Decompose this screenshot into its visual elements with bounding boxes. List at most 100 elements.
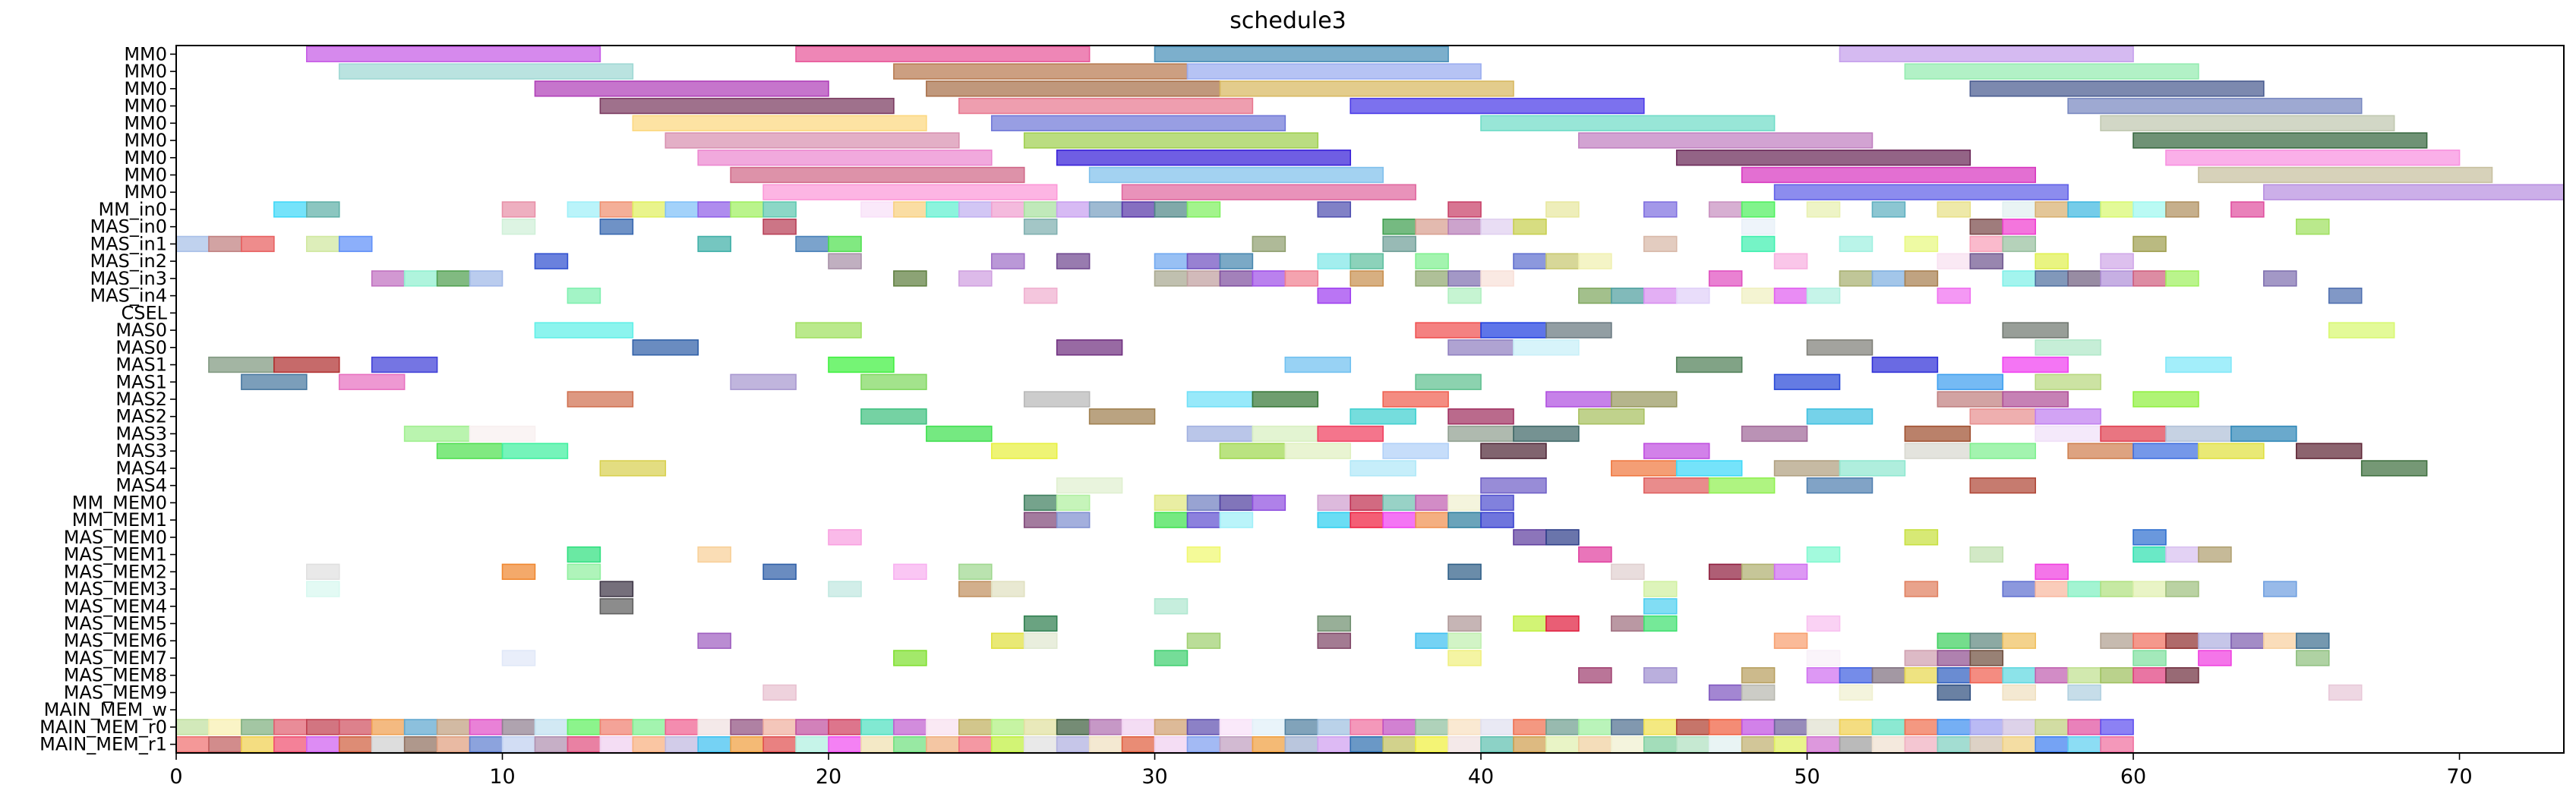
task-bar: [338, 235, 373, 253]
task-bar: [1969, 235, 2004, 253]
task-bar: [730, 719, 764, 735]
task-bar: [469, 735, 504, 753]
task-bar: [893, 201, 927, 218]
task-bar: [2100, 735, 2134, 753]
task-bar: [1023, 287, 1058, 304]
task-bar: [1056, 735, 1091, 753]
task-bar: [534, 322, 634, 339]
task-bar: [1350, 270, 1384, 287]
task-bar: [2132, 529, 2167, 546]
y-tick-label: MAS_MEM7: [64, 647, 167, 669]
task-bar: [2100, 115, 2395, 131]
y-tick-label: MM0: [124, 43, 167, 65]
task-bar: [1806, 667, 1841, 684]
task-bar: [1219, 80, 1514, 97]
task-bar: [1806, 546, 1841, 563]
task-bar: [2230, 632, 2265, 649]
task-bar: [697, 719, 731, 735]
task-bar: [1871, 719, 1906, 735]
task-bar: [175, 719, 210, 735]
task-bar: [1382, 443, 1449, 459]
task-bar: [1513, 219, 1547, 235]
task-bar: [1937, 735, 1971, 753]
task-bar: [2067, 201, 2101, 218]
task-bar: [1154, 719, 1189, 735]
y-tick-label: CSEL: [121, 302, 167, 323]
task-bar: [1773, 253, 1808, 269]
task-bar: [2035, 425, 2101, 443]
task-bar: [208, 719, 242, 735]
y-tick-label: MAS_MEM4: [64, 596, 167, 617]
task-bar: [2035, 201, 2069, 218]
task-bar: [1088, 735, 1123, 753]
task-bar: [1513, 425, 1580, 443]
task-bar: [241, 235, 275, 253]
task-bar: [2198, 443, 2265, 459]
task-bar: [1447, 719, 1482, 735]
task-bar: [1382, 391, 1449, 408]
task-bar: [1186, 270, 1221, 287]
task-bar: [926, 719, 960, 735]
task-bar: [599, 219, 634, 235]
task-bar: [1023, 391, 1091, 408]
task-bar: [1415, 253, 1449, 269]
task-bar: [1154, 735, 1189, 753]
task-bar: [828, 719, 862, 735]
task-bar: [1056, 477, 1123, 494]
task-bar: [1415, 735, 1449, 753]
task-bar: [1186, 512, 1221, 528]
task-bar: [1447, 512, 1482, 528]
task-bar: [1447, 494, 1482, 512]
task-bar: [2067, 97, 2363, 115]
task-bar: [1643, 598, 1678, 615]
task-bar: [1643, 287, 1678, 304]
task-bar: [1741, 735, 1776, 753]
task-bar: [1480, 735, 1514, 753]
task-bar: [371, 270, 406, 287]
task-bar: [1284, 719, 1319, 735]
task-bar: [1904, 529, 1939, 546]
task-bar: [990, 632, 1025, 649]
task-bar: [1252, 494, 1286, 512]
task-bar: [1578, 253, 1612, 269]
task-bar: [1252, 425, 1319, 443]
task-bar: [1023, 219, 1058, 235]
y-tick-label: MAS4: [115, 458, 167, 479]
task-bar: [1252, 270, 1286, 287]
task-bar: [958, 581, 993, 597]
task-bar: [2198, 650, 2232, 666]
task-bar: [1447, 735, 1482, 753]
task-bar: [2067, 667, 2101, 684]
task-bar: [1545, 735, 1580, 753]
task-bar: [371, 719, 406, 735]
y-tick-label: MAS1: [115, 354, 167, 376]
task-bar: [1839, 684, 1874, 701]
task-bar: [860, 373, 927, 390]
task-bar: [534, 735, 569, 753]
task-bar: [1317, 494, 1352, 512]
task-bar: [2002, 201, 2036, 218]
task-bar: [1088, 719, 1123, 735]
y-tick-label: MM0: [124, 130, 167, 151]
task-bar: [2132, 270, 2167, 287]
task-bar: [2132, 443, 2199, 459]
task-bar: [2198, 546, 2232, 563]
task-bar: [273, 356, 340, 373]
task-bar: [241, 373, 308, 390]
task-bar: [2067, 270, 2101, 287]
task-bar: [1969, 719, 2004, 735]
task-bar: [436, 270, 471, 287]
task-bar: [1447, 270, 1482, 287]
task-bar: [1056, 719, 1091, 735]
task-bar: [1937, 632, 1971, 649]
task-bar: [1447, 563, 1482, 580]
task-bar: [1219, 494, 1254, 512]
y-tick-label: MAS1: [115, 371, 167, 392]
task-bar: [599, 460, 667, 477]
task-bar: [795, 322, 862, 339]
task-bar: [2263, 184, 2565, 200]
y-tick-label: MAS3: [115, 423, 167, 444]
task-bar: [1056, 150, 1352, 166]
task-bar: [1937, 373, 2004, 390]
